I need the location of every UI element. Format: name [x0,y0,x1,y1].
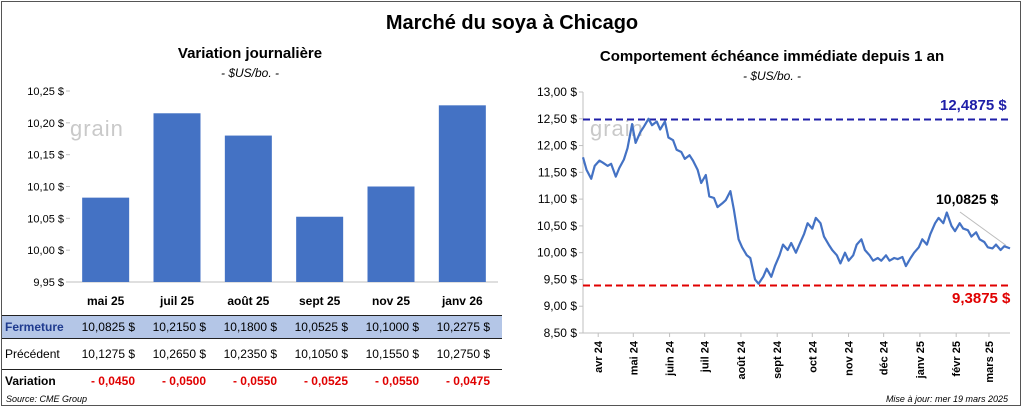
update-note: Mise à jour: mer 19 mars 2025 [885,394,1008,404]
row-label-close: Fermeture [5,320,64,334]
x-tick-label: août 24 [736,340,748,379]
left-chart-title: Variation journalière [177,45,323,62]
variation-cell: - 0,0525 [303,374,348,388]
close-cell: 10,0825 $ [81,320,135,334]
y-tick-label: 8,50 $ [544,326,578,340]
previous-cell: 10,2750 $ [436,347,490,361]
table-row-close: Fermeture 10,0825 $ 10,2150 $ 10,1800 $ … [2,315,502,339]
bar [438,105,486,282]
y-tick-label: 11,50 $ [538,165,577,179]
y-tick-label: 10,05 $ [27,213,64,225]
x-tick-label: juil 24 [700,340,712,373]
close-cell: 10,2275 $ [436,320,490,334]
close-cell: 10,1000 $ [365,320,419,334]
previous-cell: 10,2350 $ [223,347,277,361]
variation-cell: - 0,0450 [90,374,135,388]
x-tick-label: juin 24 [665,340,677,377]
y-tick-label: 9,50 $ [544,272,578,286]
table-row-previous: Précédent 10,1275 $ 10,2650 $ 10,2350 $ … [2,343,502,365]
x-tick-label: févr 25 [951,341,963,376]
x-tick-label: mars 25 [984,341,996,383]
y-tick-label: 10,10 $ [27,182,64,194]
close-cell: 10,0525 $ [294,320,348,334]
y-tick-label: 12,50 $ [537,112,577,126]
page-title: Marché du soya à Chicago [385,12,639,34]
y-tick-label: 13,00 $ [537,85,577,99]
x-tick-label: avr 24 [593,340,605,373]
x-tick-label: juil 25 [159,294,194,308]
x-tick-label: janv 26 [441,294,483,308]
last-price-label: 10,0825 $ [936,191,999,207]
source-note: Source: CME Group [6,394,88,404]
bar [153,113,201,283]
y-tick-label: 9,95 $ [33,277,64,289]
variation-cell: - 0,0550 [374,374,419,388]
y-tick-label: 10,15 $ [27,150,64,162]
x-tick-label: oct 24 [807,340,819,373]
x-tick-label: mai 25 [87,294,125,308]
x-tick-label: nov 25 [372,294,410,308]
series-line [581,117,1011,285]
variation-cell: - 0,0500 [161,374,206,388]
x-tick-label: janv 25 [915,341,927,379]
x-tick-label: sept 25 [299,294,341,308]
table-row-variation: Variation - 0,0450 - 0,0500 - 0,0550 - 0… [2,369,502,392]
x-tick-label: sept 24 [772,340,784,379]
x-tick-label: nov 24 [844,340,856,376]
y-tick-label: 9,00 $ [544,299,578,313]
right-chart-title: Comportement échéance immédiate depuis 1… [599,48,945,65]
last-price-leader [959,211,1007,246]
bar [82,197,130,282]
bar [224,135,272,282]
previous-cell: 10,2650 $ [152,347,206,361]
row-label-previous: Précédent [5,347,60,361]
x-tick-label: mai 24 [628,340,640,375]
close-cell: 10,1800 $ [223,320,277,334]
previous-cell: 10,1550 $ [365,347,419,361]
y-tick-label: 11,00 $ [538,192,577,206]
variation-cell: - 0,0550 [232,374,277,388]
right-chart-unit: - $US/bo. - [742,69,802,83]
high-label: 12,4875 $ [940,97,1007,114]
previous-cell: 10,1275 $ [81,347,135,361]
low-label: 9,3875 $ [952,290,1011,307]
x-tick-label: août 25 [227,294,269,308]
y-tick-label: 10,00 $ [27,245,64,257]
bar [367,186,415,282]
y-tick-label: 10,20 $ [27,118,64,130]
y-tick-label: 10,00 $ [537,246,577,260]
bar [296,216,344,282]
close-cell: 10,2150 $ [152,320,206,334]
y-tick-label: 10,50 $ [537,219,577,233]
previous-cell: 10,1050 $ [294,347,348,361]
left-chart-unit: - $US/bo. - [220,66,280,80]
row-label-variation: Variation [5,374,56,388]
y-tick-label: 12,00 $ [537,139,577,153]
variation-cell: - 0,0475 [445,374,490,388]
watermark-left: grain [70,116,124,141]
y-tick-label: 10,25 $ [27,86,64,98]
x-tick-label: déc 24 [879,340,891,375]
